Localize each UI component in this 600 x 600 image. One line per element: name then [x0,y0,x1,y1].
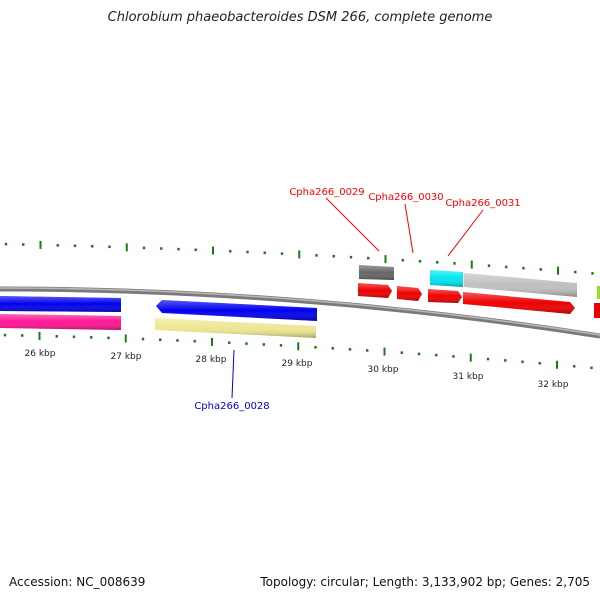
accession-text: Accession: NC_008639 [9,575,146,589]
map-title: Chlorobium phaeobacteroides DSM 266, com… [107,10,493,25]
scale-label: 29 kbp [282,359,313,369]
scale-label: 32 kbp [538,380,569,390]
scale-label: 31 kbp [453,372,484,382]
gene-green[interactable] [597,286,600,299]
scale-label: 30 kbp [368,365,399,375]
label-cpha266-0031[interactable]: Cpha266_0031 [445,198,520,209]
label-cpha266-0030[interactable]: Cpha266_0030 [368,192,443,203]
scale-label: 27 kbp [111,352,142,362]
genes [0,265,600,338]
genome-summary: Topology: circular; Length: 3,133,902 bp… [260,575,590,589]
scale-labels: 26 kbp 27 kbp 28 kbp 29 kbp 30 kbp 31 kb… [25,349,569,390]
label-cpha266-0029[interactable]: Cpha266_0029 [289,187,364,198]
gene-red-edge[interactable] [594,303,600,318]
gene-callouts: Cpha266_0029 Cpha266_0030 Cpha266_0031 C… [194,187,520,412]
genome-backbone [0,286,600,339]
scale-label: 28 kbp [196,355,227,365]
scale-label: 26 kbp [25,349,56,359]
scale-ticks [3,240,594,370]
label-cpha266-0028[interactable]: Cpha266_0028 [194,401,269,412]
